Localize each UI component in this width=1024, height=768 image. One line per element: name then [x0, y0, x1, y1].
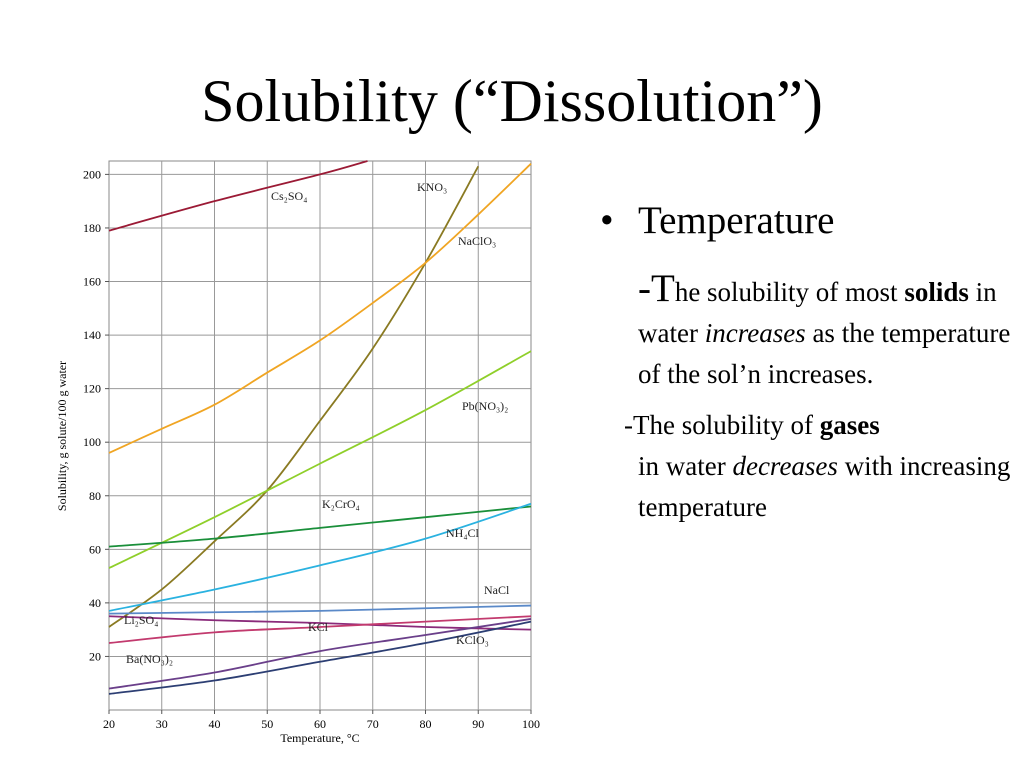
sub-point2-italic: decreases [732, 451, 838, 481]
sub-point-text-c: as the temperature of the sol’n increase… [638, 318, 1011, 389]
series-label: NaCl [484, 583, 510, 597]
x-tick-label: 100 [522, 717, 540, 731]
series-label: NH₄Cl [446, 526, 480, 540]
solubility-chart: 20 30 40 50 60 70 80 90 100 20 40 60 80 100 120 140 160 1… [55, 160, 540, 745]
series-label: Li₂SO₄ [124, 613, 158, 627]
series-label: KNO₃ [417, 180, 447, 194]
sub-point-bold: solids [904, 277, 969, 307]
series-line [108, 502, 532, 612]
y-tick-label: 100 [83, 435, 101, 449]
x-tick-label: 70 [367, 717, 379, 731]
series-label: KClO₃ [456, 633, 489, 647]
y-tick-label: 160 [83, 275, 101, 289]
series-label: Cs₂SO₄ [271, 189, 307, 203]
series-label: KCl [308, 620, 329, 634]
bullet-list: • Temperature -The solubility of most so… [600, 196, 1015, 528]
y-tick-label: 120 [83, 382, 101, 396]
series-line [108, 615, 532, 631]
chart-ticks: 20 30 40 50 60 70 80 90 100 20 40 60 80 100 120 140 160 1… [83, 167, 540, 731]
x-tick-label: 50 [261, 717, 273, 731]
y-axis-label: Solubility, g solute/100 g water [55, 361, 69, 511]
y-tick-label: 60 [89, 542, 101, 556]
series-label: Ba(NO₃)₂ [126, 652, 173, 666]
chart-series-labels: Cs₂SO₄ KNO₃ NaClO₃ Pb(NO₃)₂ K₂CrO₄ NH₄Cl NaCl L… [124, 180, 510, 666]
y-tick-label: 80 [89, 489, 101, 503]
y-tick-label: 40 [89, 596, 101, 610]
bullet-dot-icon: • [600, 199, 614, 242]
x-axis-label: Temperature, °C [280, 731, 359, 745]
series-line [108, 350, 532, 569]
y-tick-label: 200 [83, 167, 101, 181]
series-line [108, 620, 532, 695]
sub-point2-text-a: -The solubility of [624, 410, 820, 440]
y-tick-label: 180 [83, 221, 101, 235]
series-line [108, 618, 532, 690]
sub-point2-rest: in water decreases with increasing tempe… [624, 446, 1015, 528]
chart-series [108, 160, 532, 695]
sub-point-text-a: he solubility of most [674, 277, 905, 307]
x-tick-label: 20 [103, 717, 115, 731]
series-line [108, 505, 532, 548]
sub-point2-bold: gases [819, 410, 880, 440]
bullet-heading: Temperature [638, 199, 835, 242]
bullet-item-temperature: • Temperature [600, 196, 1015, 246]
x-tick-label: 30 [156, 717, 168, 731]
x-tick-label: 40 [209, 717, 221, 731]
x-tick-label: 90 [472, 717, 484, 731]
sub-point-gases: -The solubility of gases in water decrea… [600, 405, 1015, 528]
sub-point2-text-c: with increasing temperature [638, 451, 1011, 522]
y-tick-label: 140 [83, 328, 101, 342]
sub-point-solids: -The solubility of most solids in water … [600, 268, 1015, 395]
sub-point-dash: -T [638, 267, 675, 310]
x-tick-label: 80 [420, 717, 432, 731]
sub-point-italic: increases [704, 318, 806, 348]
series-line [108, 604, 532, 615]
x-tick-label: 60 [314, 717, 326, 731]
slide-title: Solubility (“Dissolution”) [201, 68, 823, 134]
sub-point2-text-b: in water [638, 451, 733, 481]
series-label: Pb(NO₃)₂ [462, 399, 508, 413]
sub-point-text-b: in water [638, 277, 997, 348]
chart-grid [109, 161, 531, 710]
series-line [108, 160, 368, 232]
series-label: NaClO₃ [458, 234, 496, 248]
series-line [108, 615, 532, 644]
series-label: K₂CrO₄ [322, 497, 360, 511]
series-line [108, 163, 532, 454]
y-tick-label: 20 [89, 649, 101, 663]
